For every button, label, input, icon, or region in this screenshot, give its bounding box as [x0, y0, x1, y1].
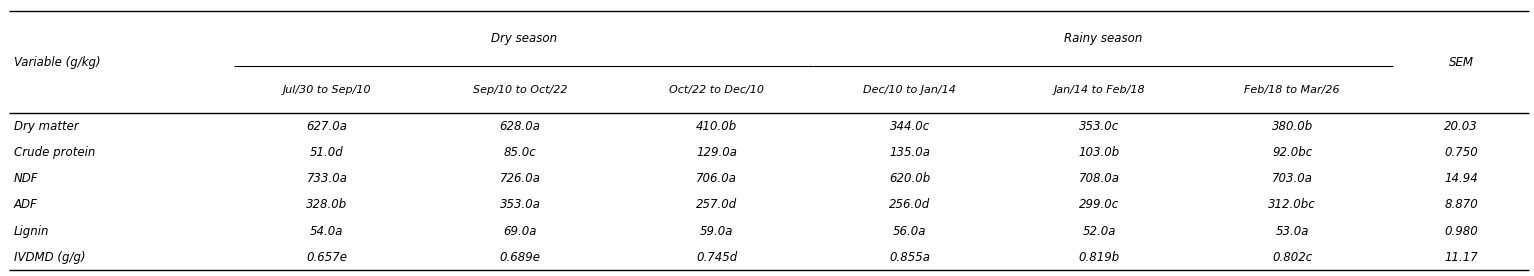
- Text: Feb/18 to Mar/26: Feb/18 to Mar/26: [1244, 85, 1341, 95]
- Text: Crude protein: Crude protein: [14, 146, 95, 159]
- Text: 299.0c: 299.0c: [1078, 198, 1120, 211]
- Text: 353.0a: 353.0a: [500, 198, 540, 211]
- Text: 8.870: 8.870: [1443, 198, 1477, 211]
- Text: 92.0bc: 92.0bc: [1272, 146, 1313, 159]
- Text: 0.855a: 0.855a: [890, 251, 931, 264]
- Text: 0.745d: 0.745d: [696, 251, 738, 264]
- Text: 703.0a: 703.0a: [1272, 172, 1313, 185]
- Text: Sep/10 to Oct/22: Sep/10 to Oct/22: [472, 85, 568, 95]
- Text: SEM: SEM: [1448, 55, 1474, 69]
- Text: 59.0a: 59.0a: [700, 225, 733, 238]
- Text: 135.0a: 135.0a: [890, 146, 931, 159]
- Text: 0.819b: 0.819b: [1078, 251, 1120, 264]
- Text: 11.17: 11.17: [1443, 251, 1477, 264]
- Text: 344.0c: 344.0c: [890, 120, 930, 133]
- Text: 53.0a: 53.0a: [1275, 225, 1309, 238]
- Text: 14.94: 14.94: [1443, 172, 1477, 185]
- Text: 52.0a: 52.0a: [1083, 225, 1115, 238]
- Text: 129.0a: 129.0a: [696, 146, 738, 159]
- Text: 0.657e: 0.657e: [307, 251, 347, 264]
- Text: 51.0d: 51.0d: [310, 146, 344, 159]
- Text: 312.0bc: 312.0bc: [1269, 198, 1316, 211]
- Text: 328.0b: 328.0b: [307, 198, 348, 211]
- Text: IVDMD (g/g): IVDMD (g/g): [14, 251, 86, 264]
- Text: 0.689e: 0.689e: [500, 251, 540, 264]
- Text: 54.0a: 54.0a: [310, 225, 344, 238]
- Text: 733.0a: 733.0a: [307, 172, 347, 185]
- Text: 56.0a: 56.0a: [893, 225, 927, 238]
- Text: 380.0b: 380.0b: [1272, 120, 1313, 133]
- Text: 257.0d: 257.0d: [696, 198, 738, 211]
- Text: Dry matter: Dry matter: [14, 120, 78, 133]
- Text: NDF: NDF: [14, 172, 38, 185]
- Text: 103.0b: 103.0b: [1078, 146, 1120, 159]
- Text: 353.0c: 353.0c: [1078, 120, 1120, 133]
- Text: 410.0b: 410.0b: [696, 120, 738, 133]
- Text: 20.03: 20.03: [1443, 120, 1477, 133]
- Text: Rainy season: Rainy season: [1063, 32, 1143, 45]
- Text: Lignin: Lignin: [14, 225, 49, 238]
- Text: 628.0a: 628.0a: [500, 120, 540, 133]
- Text: 85.0c: 85.0c: [503, 146, 537, 159]
- Text: Dec/10 to Jan/14: Dec/10 to Jan/14: [864, 85, 956, 95]
- Text: Dry season: Dry season: [491, 32, 557, 45]
- Text: Jan/14 to Feb/18: Jan/14 to Feb/18: [1054, 85, 1144, 95]
- Text: 706.0a: 706.0a: [696, 172, 738, 185]
- Text: 627.0a: 627.0a: [307, 120, 347, 133]
- Text: 726.0a: 726.0a: [500, 172, 540, 185]
- Text: 708.0a: 708.0a: [1078, 172, 1120, 185]
- Text: ADF: ADF: [14, 198, 37, 211]
- Text: 256.0d: 256.0d: [890, 198, 931, 211]
- Text: Oct/22 to Dec/10: Oct/22 to Dec/10: [669, 85, 764, 95]
- Text: 0.980: 0.980: [1443, 225, 1477, 238]
- Text: Variable (g/kg): Variable (g/kg): [14, 55, 100, 69]
- Text: 69.0a: 69.0a: [503, 225, 537, 238]
- Text: Jul/30 to Sep/10: Jul/30 to Sep/10: [282, 85, 371, 95]
- Text: 0.802c: 0.802c: [1272, 251, 1313, 264]
- Text: 0.750: 0.750: [1443, 146, 1477, 159]
- Text: 620.0b: 620.0b: [890, 172, 931, 185]
